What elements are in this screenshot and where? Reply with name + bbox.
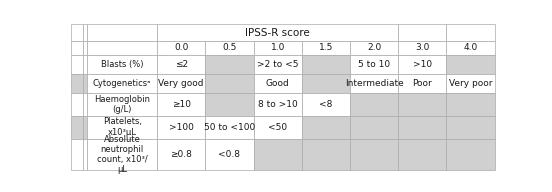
Bar xyxy=(205,93,253,116)
Text: 2.0: 2.0 xyxy=(367,43,381,52)
Bar xyxy=(87,93,157,116)
Bar xyxy=(447,93,495,116)
Text: <50: <50 xyxy=(268,122,287,132)
Bar xyxy=(253,41,302,55)
Text: >2 to <5: >2 to <5 xyxy=(257,60,299,69)
Bar xyxy=(87,138,157,170)
Text: 0.0: 0.0 xyxy=(174,43,188,52)
Text: Very poor: Very poor xyxy=(449,79,492,88)
Bar xyxy=(447,55,495,74)
Bar xyxy=(302,55,350,74)
Bar xyxy=(157,41,205,55)
Bar xyxy=(302,116,350,138)
Bar xyxy=(447,74,495,93)
Bar xyxy=(83,74,87,93)
Bar xyxy=(87,116,157,138)
Bar xyxy=(398,24,447,41)
Text: ≥0.8: ≥0.8 xyxy=(170,150,192,159)
Text: Absolute
neutrophil
count, x10³/
µL: Absolute neutrophil count, x10³/ µL xyxy=(97,135,147,174)
Bar xyxy=(157,93,205,116)
Bar xyxy=(83,138,87,170)
Bar xyxy=(157,74,205,93)
Text: Good: Good xyxy=(266,79,290,88)
Bar xyxy=(253,74,302,93)
Bar xyxy=(350,93,398,116)
Text: 0.5: 0.5 xyxy=(222,43,237,52)
Text: 50 to <100: 50 to <100 xyxy=(204,122,255,132)
Bar xyxy=(447,138,495,170)
Bar xyxy=(157,24,398,41)
Bar xyxy=(302,74,350,93)
Bar xyxy=(253,55,302,74)
Bar xyxy=(447,116,495,138)
Bar xyxy=(83,116,87,138)
Bar xyxy=(157,55,205,74)
Bar xyxy=(71,24,83,41)
Bar xyxy=(253,116,302,138)
Bar xyxy=(87,74,157,93)
Text: 1.0: 1.0 xyxy=(270,43,285,52)
Text: <0.8: <0.8 xyxy=(219,150,241,159)
Bar xyxy=(205,74,253,93)
Bar xyxy=(71,116,83,138)
Text: 1.5: 1.5 xyxy=(319,43,333,52)
Bar xyxy=(350,55,398,74)
Text: 8 to >10: 8 to >10 xyxy=(258,99,298,108)
Bar xyxy=(398,116,447,138)
Text: 4.0: 4.0 xyxy=(464,43,477,52)
Bar xyxy=(71,93,83,116)
Bar xyxy=(398,41,447,55)
Bar xyxy=(253,138,302,170)
Text: ≥10: ≥10 xyxy=(172,99,191,108)
Bar xyxy=(302,93,350,116)
Bar xyxy=(83,24,87,41)
Bar xyxy=(71,41,83,55)
Text: >100: >100 xyxy=(169,122,194,132)
Bar xyxy=(157,138,205,170)
Text: ≤2: ≤2 xyxy=(174,60,188,69)
Bar xyxy=(302,138,350,170)
Bar xyxy=(398,55,447,74)
Bar xyxy=(398,93,447,116)
Bar xyxy=(350,116,398,138)
Bar xyxy=(71,138,83,170)
Bar xyxy=(83,55,87,74)
Bar xyxy=(87,55,157,74)
Bar xyxy=(350,41,398,55)
Text: Blasts (%): Blasts (%) xyxy=(101,60,144,69)
Text: >10: >10 xyxy=(413,60,432,69)
Text: <8: <8 xyxy=(319,99,332,108)
Bar xyxy=(447,41,495,55)
Text: Very good: Very good xyxy=(158,79,204,88)
Text: IPSS-R score: IPSS-R score xyxy=(245,28,310,38)
Text: 5 to 10: 5 to 10 xyxy=(358,60,390,69)
Bar xyxy=(71,74,83,93)
Bar xyxy=(350,74,398,93)
Text: Cytogeneticsᵃ: Cytogeneticsᵃ xyxy=(93,79,151,88)
Text: Poor: Poor xyxy=(412,79,432,88)
Bar xyxy=(398,138,447,170)
Bar xyxy=(157,116,205,138)
Text: 3.0: 3.0 xyxy=(415,43,429,52)
Bar xyxy=(205,55,253,74)
Bar xyxy=(205,138,253,170)
Text: Intermediate: Intermediate xyxy=(345,79,404,88)
Bar xyxy=(350,138,398,170)
Bar xyxy=(447,24,495,41)
Bar xyxy=(205,116,253,138)
Bar xyxy=(253,93,302,116)
Bar xyxy=(87,41,157,55)
Bar xyxy=(205,41,253,55)
Bar xyxy=(83,93,87,116)
Text: Platelets,
x10³µL: Platelets, x10³µL xyxy=(103,118,142,137)
Bar xyxy=(302,41,350,55)
Bar xyxy=(83,41,87,55)
Bar xyxy=(71,55,83,74)
Bar xyxy=(87,24,157,41)
Text: Haemoglobin
(g/L): Haemoglobin (g/L) xyxy=(94,94,150,113)
Bar xyxy=(398,74,447,93)
